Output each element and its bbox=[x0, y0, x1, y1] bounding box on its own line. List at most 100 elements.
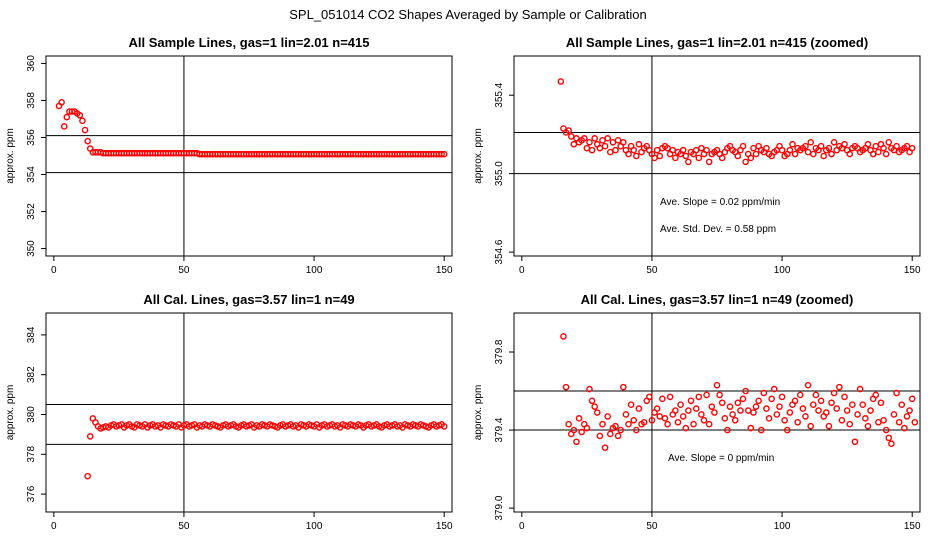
y-tick-label: 352 bbox=[26, 203, 37, 220]
data-point bbox=[796, 391, 804, 399]
x-tick-label: 50 bbox=[178, 265, 190, 276]
data-point bbox=[815, 407, 822, 414]
data-point bbox=[560, 333, 567, 340]
panel-cal-lines: All Cal. Lines, gas=3.57 lin=1 n=49 0 50 10… bbox=[5, 292, 453, 532]
data-point bbox=[630, 417, 638, 424]
data-point bbox=[799, 405, 807, 412]
data-point bbox=[656, 152, 664, 160]
data-point bbox=[695, 393, 703, 401]
data-point bbox=[84, 472, 91, 480]
data-point bbox=[846, 420, 854, 428]
y-axis-label: approx. ppm bbox=[473, 128, 484, 184]
data-point bbox=[875, 418, 882, 426]
data-point bbox=[612, 146, 619, 154]
data-point bbox=[84, 137, 91, 145]
data-point bbox=[742, 387, 749, 395]
x-tick-label: 0 bbox=[519, 265, 525, 276]
data-point bbox=[679, 146, 687, 154]
data-point bbox=[846, 150, 854, 158]
data-point bbox=[809, 150, 817, 158]
data-point bbox=[565, 420, 572, 428]
data-point bbox=[804, 148, 812, 156]
y-tick-label: 360 bbox=[26, 55, 37, 72]
data-point bbox=[812, 391, 820, 399]
data-point bbox=[573, 438, 580, 446]
data-point bbox=[591, 403, 598, 410]
data-point bbox=[770, 385, 778, 393]
data-point bbox=[768, 395, 775, 403]
data-point bbox=[648, 417, 656, 424]
data-point bbox=[786, 409, 794, 416]
data-point bbox=[601, 444, 609, 451]
data-point bbox=[836, 383, 843, 391]
data-point bbox=[685, 407, 692, 414]
data-point bbox=[872, 391, 880, 399]
data-point bbox=[765, 415, 773, 422]
data-point bbox=[828, 399, 835, 407]
y-tick-label: 376 bbox=[26, 485, 37, 502]
data-point bbox=[809, 401, 817, 408]
plot-frame bbox=[513, 312, 921, 513]
data-point bbox=[700, 417, 708, 424]
data-point bbox=[593, 409, 601, 416]
data-point bbox=[614, 432, 622, 440]
data-point bbox=[760, 389, 768, 397]
data-point bbox=[656, 413, 664, 420]
data-point bbox=[698, 144, 705, 152]
data-point bbox=[744, 407, 752, 414]
data-point bbox=[651, 154, 658, 162]
y-tick-label: 384 bbox=[26, 326, 37, 343]
data-point bbox=[898, 401, 906, 408]
data-point bbox=[734, 152, 742, 160]
data-point bbox=[705, 420, 713, 428]
data-point bbox=[739, 142, 747, 150]
data-point bbox=[692, 146, 700, 154]
x-tick-label: 0 bbox=[519, 521, 525, 532]
panel-title: All Cal. Lines, gas=3.57 lin=1 n=49 bbox=[143, 292, 354, 307]
data-point bbox=[859, 401, 867, 408]
data-point bbox=[869, 150, 877, 158]
y-tick-label: 354.6 bbox=[494, 239, 505, 264]
data-point bbox=[791, 150, 799, 158]
y-axis-label: approx. ppm bbox=[5, 385, 16, 441]
data-point bbox=[890, 411, 898, 418]
data-point bbox=[653, 146, 661, 154]
x-tick-label: 100 bbox=[774, 265, 791, 276]
data-point bbox=[583, 424, 591, 432]
data-point bbox=[604, 413, 611, 420]
data-point bbox=[786, 146, 794, 154]
panel-cal-lines-zoomed: All Cal. Lines, gas=3.57 lin=1 n=49 (zoo… bbox=[473, 292, 921, 532]
data-point bbox=[703, 391, 710, 399]
y-axis-label: approx. ppm bbox=[473, 385, 484, 441]
panel-sample-lines-zoomed: All Sample Lines, gas=1 lin=2.01 n=415 (… bbox=[473, 35, 921, 276]
data-point bbox=[716, 391, 723, 399]
y-tick-label: 350 bbox=[26, 240, 37, 257]
data-point bbox=[794, 418, 801, 426]
y-tick-label: 356 bbox=[26, 129, 37, 146]
y-tick-label: 379.4 bbox=[494, 417, 505, 442]
data-point bbox=[81, 126, 89, 134]
data-point bbox=[830, 389, 838, 397]
data-point bbox=[752, 403, 760, 410]
x-tick-label: 150 bbox=[436, 521, 453, 532]
data-point bbox=[739, 395, 747, 403]
data-point bbox=[750, 409, 757, 416]
panel-title: All Sample Lines, gas=1 lin=2.01 n=415 bbox=[129, 35, 370, 50]
x-tick-label: 150 bbox=[904, 265, 921, 276]
data-point bbox=[882, 150, 890, 158]
data-point bbox=[614, 137, 622, 144]
data-point bbox=[682, 152, 690, 160]
data-point bbox=[591, 135, 598, 142]
data-point bbox=[885, 138, 893, 146]
data-point bbox=[838, 417, 846, 424]
data-point bbox=[724, 426, 731, 434]
data-point bbox=[661, 415, 669, 422]
data-point bbox=[882, 426, 890, 434]
y-tick-label: 379.0 bbox=[494, 495, 505, 520]
data-point bbox=[438, 150, 445, 158]
data-point bbox=[617, 426, 625, 434]
data-point bbox=[875, 148, 882, 156]
y-axis-label: approx. ppm bbox=[5, 128, 16, 184]
x-tick-label: 50 bbox=[646, 265, 658, 276]
data-point bbox=[820, 152, 828, 160]
